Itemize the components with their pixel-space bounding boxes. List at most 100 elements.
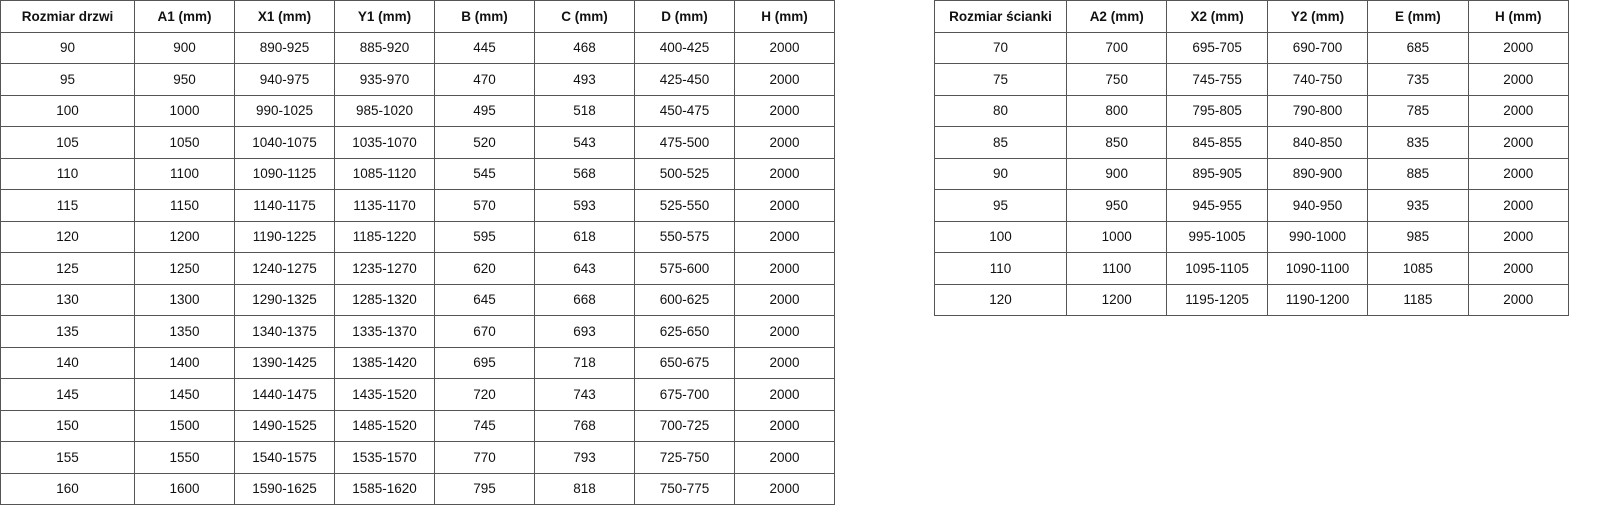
table-cell: 1435-1520 (334, 378, 435, 411)
table-cell: 985-1020 (334, 94, 435, 127)
table-cell: 650-675 (634, 346, 735, 379)
table-cell: 400-425 (634, 31, 735, 64)
table-cell: 740-750 (1266, 63, 1369, 96)
table-cell: 890-900 (1266, 157, 1369, 190)
table-cell: 845-855 (1166, 126, 1268, 159)
column-header: X1 (mm) (234, 0, 335, 33)
table-cell: 890-925 (234, 31, 335, 64)
table-cell: 1185 (1367, 283, 1469, 316)
table-row: 115 1150 1140-1175 1135-1170 570 593 525-550 20… (0, 189, 835, 222)
table-cell: 2000 (1467, 63, 1570, 96)
table-cell: 2000 (734, 472, 835, 505)
table-cell: 990-1025 (234, 94, 335, 127)
table-cell: 1000 (134, 94, 235, 127)
table-cell: 675-700 (634, 378, 735, 411)
table-cell: 110 (0, 157, 135, 190)
table-cell: 1185-1220 (334, 220, 435, 253)
table-cell: 1350 (134, 315, 235, 348)
table-cell: 135 (0, 315, 135, 348)
column-header: Rozmiar ścianki (934, 0, 1067, 33)
table-cell: 100 (934, 220, 1067, 253)
table-cell: 940-975 (234, 63, 335, 96)
table-cell: 445 (434, 31, 535, 64)
table-cell: 793 (534, 441, 635, 474)
table-cell: 570 (434, 189, 535, 222)
table-cell: 1085-1120 (334, 157, 435, 190)
table-cell: 900 (134, 31, 235, 64)
table-cell: 790-800 (1266, 94, 1369, 127)
table-cell: 1085 (1367, 252, 1469, 285)
table-cell: 1285-1320 (334, 283, 435, 316)
table-cell: 2000 (734, 94, 835, 127)
table-cell: 885-920 (334, 31, 435, 64)
table-cell: 725-750 (634, 441, 735, 474)
table-cell: 745 (434, 409, 535, 442)
table-cell: 1040-1075 (234, 126, 335, 159)
table-cell: 2000 (1467, 126, 1570, 159)
table-cell: 150 (0, 409, 135, 442)
table-cell: 130 (0, 283, 135, 316)
column-header: X2 (mm) (1166, 0, 1268, 33)
table-cell: 695-705 (1166, 31, 1268, 64)
table-cell: 593 (534, 189, 635, 222)
table-cell: 700 (1065, 31, 1168, 64)
table-cell: 1550 (134, 441, 235, 474)
column-header: H (mm) (734, 0, 835, 33)
table-row: 125 1250 1240-1275 1235-1270 620 643 575-600 20… (0, 252, 835, 285)
header-row: Rozmiar drzwi A1 (mm) X1 (mm) Y1 (mm) B (mm)… (0, 0, 835, 33)
column-header: A2 (mm) (1065, 0, 1168, 33)
table-cell: 750 (1065, 63, 1168, 96)
table-cell: 2000 (734, 378, 835, 411)
table-cell: 520 (434, 126, 535, 159)
table-cell: 985 (1367, 220, 1469, 253)
table-cell: 518 (534, 94, 635, 127)
table-cell: 543 (534, 126, 635, 159)
table-cell: 2000 (1467, 94, 1570, 127)
table-cell: 2000 (1467, 157, 1570, 190)
table-cell: 1335-1370 (334, 315, 435, 348)
table-cell: 885 (1367, 157, 1469, 190)
table-cell: 95 (0, 63, 135, 96)
table-cell: 645 (434, 283, 535, 316)
table-cell: 160 (0, 472, 135, 505)
table-cell: 770 (434, 441, 535, 474)
table-cell: 450-475 (634, 94, 735, 127)
column-header: B (mm) (434, 0, 535, 33)
table-cell: 85 (934, 126, 1067, 159)
column-header: Rozmiar drzwi (0, 0, 135, 33)
table-cell: 1095-1105 (1166, 252, 1268, 285)
table-row: 145 1450 1440-1475 1435-1520 720 743 675-700 20… (0, 378, 835, 411)
table-cell: 595 (434, 220, 535, 253)
table-cell: 1585-1620 (334, 472, 435, 505)
table-cell: 743 (534, 378, 635, 411)
table-cell: 1100 (134, 157, 235, 190)
table-cell: 80 (934, 94, 1067, 127)
table-row: 110 1100 1090-1125 1085-1120 545 568 500-525 20… (0, 157, 835, 190)
table-row: 140 1400 1390-1425 1385-1420 695 718 650-675 20… (0, 346, 835, 379)
table-cell: 1385-1420 (334, 346, 435, 379)
table-cell: 470 (434, 63, 535, 96)
table-cell: 2000 (734, 346, 835, 379)
table-cell: 950 (134, 63, 235, 96)
table-cell: 895-905 (1166, 157, 1268, 190)
table-cell: 995-1005 (1166, 220, 1268, 253)
table-cell: 835 (1367, 126, 1469, 159)
table-cell: 1190-1225 (234, 220, 335, 253)
table-cell: 643 (534, 252, 635, 285)
table-row: 160 1600 1590-1625 1585-1620 795 818 750-775 20… (0, 472, 835, 505)
column-header: D (mm) (634, 0, 735, 33)
header-row: Rozmiar ścianki A2 (mm) X2 (mm) Y2 (mm) E (m… (934, 0, 1570, 33)
table-cell: 115 (0, 189, 135, 222)
table-cell: 468 (534, 31, 635, 64)
table-cell: 945-955 (1166, 189, 1268, 222)
table-cell: 718 (534, 346, 635, 379)
table-cell: 545 (434, 157, 535, 190)
table-row: 150 1500 1490-1525 1485-1520 745 768 700-725 20… (0, 409, 835, 442)
table-cell: 795-805 (1166, 94, 1268, 127)
table-cell: 1500 (134, 409, 235, 442)
table-cell: 2000 (734, 220, 835, 253)
table-cell: 693 (534, 315, 635, 348)
column-header: Y2 (mm) (1266, 0, 1369, 33)
table-cell: 1090-1125 (234, 157, 335, 190)
column-header: E (mm) (1367, 0, 1469, 33)
